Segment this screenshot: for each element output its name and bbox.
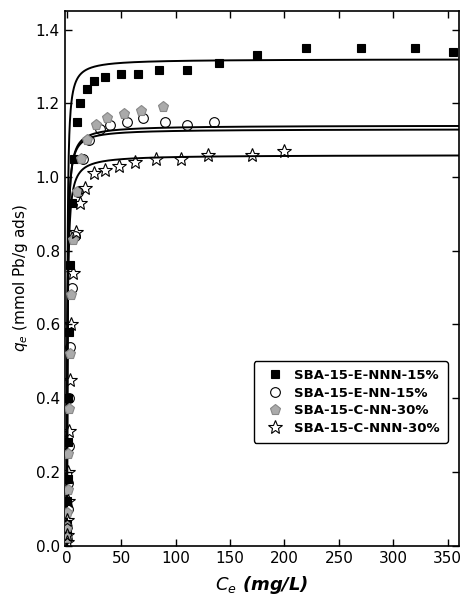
X-axis label: $C_e$ (mg/L): $C_e$ (mg/L)	[215, 574, 309, 596]
Y-axis label: $q_e$ (mmol Pb/g ads): $q_e$ (mmol Pb/g ads)	[11, 205, 30, 352]
Legend: SBA-15-E-NNN-15%, SBA-15-E-NN-15%, SBA-15-C-NN-30%, SBA-15-C-NNN-30%: SBA-15-E-NNN-15%, SBA-15-E-NN-15%, SBA-1…	[254, 361, 448, 443]
